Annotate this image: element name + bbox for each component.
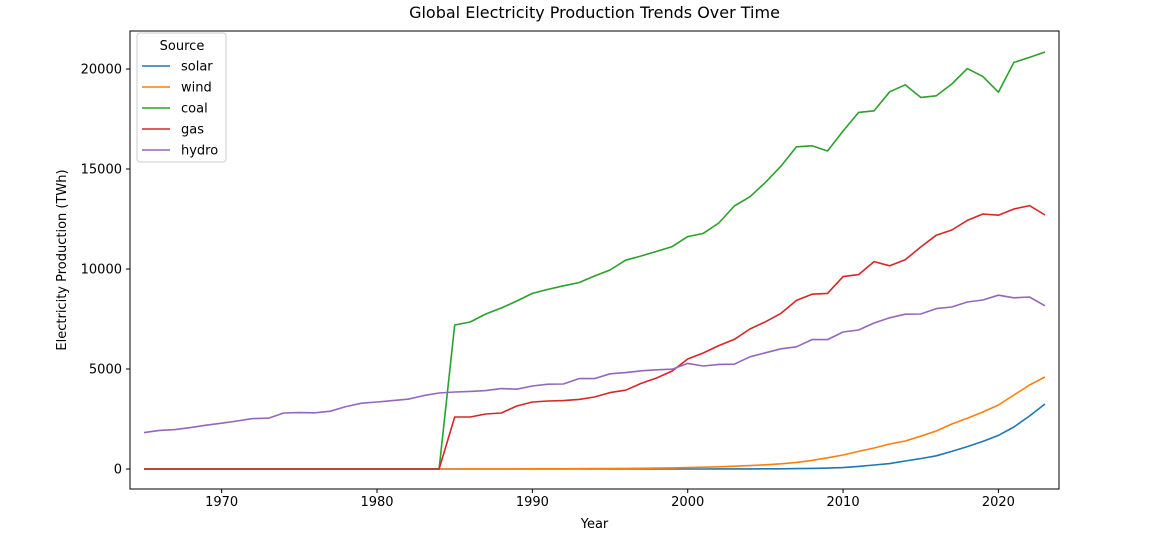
- y-axis: 0 5000 10000 15000 20000: [81, 63, 130, 478]
- x-axis: 1970 1980 1990 2000 2010 2020: [205, 489, 1015, 510]
- y-tick-label: 15000: [81, 163, 122, 178]
- legend-label-hydro: hydro: [181, 144, 218, 159]
- legend-label-wind: wind: [181, 81, 212, 96]
- y-tick-label: 10000: [81, 263, 122, 278]
- chart-title: Global Electricity Production Trends Ove…: [409, 3, 780, 22]
- x-tick-label: 1970: [205, 495, 238, 510]
- x-tick-label: 1990: [516, 495, 549, 510]
- x-axis-label: Year: [580, 517, 609, 532]
- x-tick-label: 2000: [671, 495, 704, 510]
- legend-label-gas: gas: [181, 123, 204, 138]
- x-tick-label: 2020: [982, 495, 1015, 510]
- series-line-hydro: [143, 294, 1046, 434]
- legend: Source solar wind coal gas hydro: [136, 32, 227, 163]
- x-tick-label: 2010: [827, 495, 860, 510]
- series-line-wind: [144, 376, 1046, 470]
- legend-label-solar: solar: [181, 60, 213, 75]
- y-tick-label: 0: [114, 463, 122, 478]
- legend-items: solar wind coal gas hydro: [142, 60, 218, 159]
- y-axis-label: Electricity Production (TWh): [55, 169, 70, 350]
- x-tick-label: 1980: [360, 495, 393, 510]
- plot-area: [129, 30, 1060, 490]
- legend-title: Source: [160, 39, 205, 54]
- series-line-gas: [144, 204, 1046, 470]
- y-tick-label: 20000: [81, 63, 122, 78]
- legend-label-coal: coal: [181, 102, 208, 117]
- series-line-coal: [144, 51, 1046, 470]
- series-lines: [143, 51, 1046, 470]
- y-tick-label: 5000: [89, 363, 122, 378]
